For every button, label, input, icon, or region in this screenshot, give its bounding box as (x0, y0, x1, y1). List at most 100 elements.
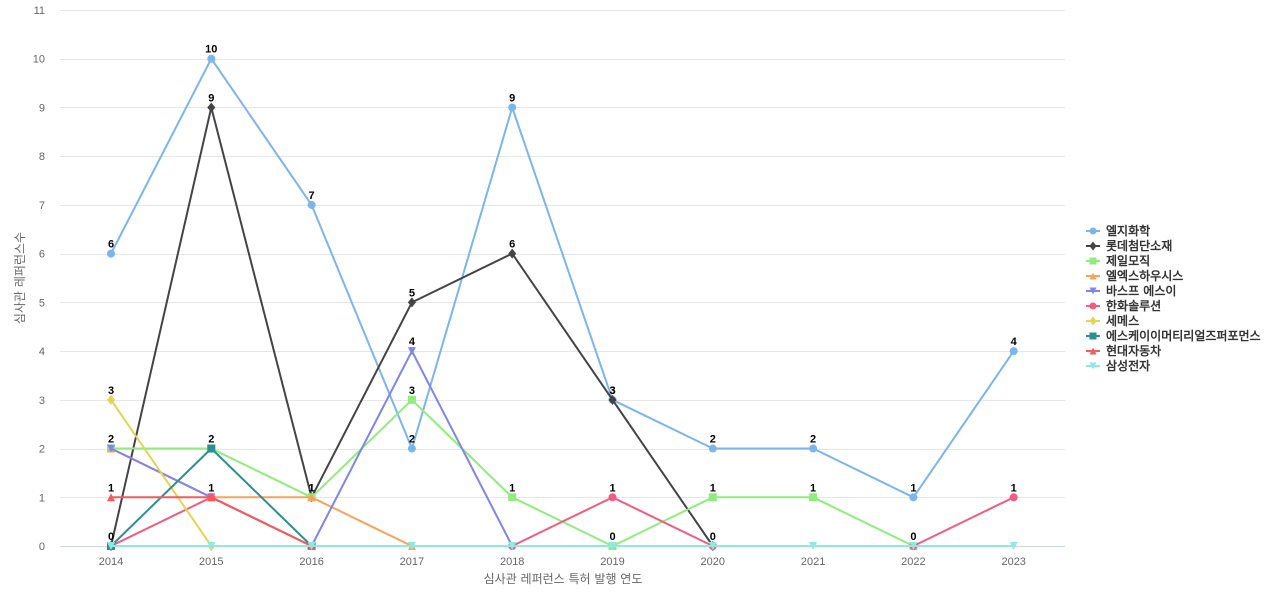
legend-item[interactable]: 현대자동차 (1086, 343, 1161, 358)
data-point (107, 394, 115, 405)
data-point (608, 542, 617, 550)
data-label: 6 (509, 239, 515, 251)
legend-item[interactable]: 삼성전자 (1086, 358, 1150, 373)
legend-item[interactable]: 엘지화학 (1086, 223, 1150, 238)
data-point (809, 493, 818, 502)
legend-item[interactable]: 엘엑스하우시스 (1086, 268, 1183, 283)
legend-item[interactable]: 세메스 (1086, 313, 1139, 328)
data-point (207, 102, 216, 113)
y-axis-title: 심사관 레퍼런스수 (13, 232, 27, 324)
x-tick-label: 2021 (801, 556, 825, 568)
data-point (809, 444, 818, 453)
y-tick-label: 1 (39, 492, 45, 504)
data-point (407, 297, 416, 308)
legend-item[interactable]: 에스케이이머티리얼즈퍼포먼스 (1086, 328, 1261, 343)
data-label: 9 (208, 92, 214, 104)
legend-marker (1089, 302, 1097, 310)
legend-marker (1089, 257, 1097, 265)
series-line (110, 57, 1015, 499)
data-label: 1 (910, 482, 916, 494)
data-label: 4 (1011, 336, 1018, 348)
data-point (909, 542, 918, 550)
legend-item[interactable]: 바스프 에스이 (1086, 283, 1176, 298)
series-line (111, 398, 914, 547)
data-label: 1 (509, 482, 515, 494)
data-point (708, 542, 717, 550)
legend-label: 에스케이이머티리얼즈퍼포먼스 (1106, 328, 1261, 343)
data-point (307, 542, 316, 550)
series-line (111, 496, 313, 547)
legend-label: 롯데첨단소재 (1106, 238, 1172, 253)
data-point (407, 395, 416, 404)
data-point (107, 249, 115, 258)
x-tick-label: 2023 (1001, 556, 1025, 568)
data-point (407, 542, 416, 550)
data-point (508, 248, 517, 259)
series-3 (107, 395, 918, 550)
series-10 (107, 542, 1018, 550)
series-1 (107, 54, 1018, 502)
y-tick-label: 3 (39, 395, 45, 407)
legend-item[interactable]: 한화솔루션 (1086, 298, 1161, 313)
x-tick-label: 2015 (199, 556, 223, 568)
y-tick-label: 7 (39, 200, 45, 212)
data-label: 6 (108, 239, 114, 251)
data-point (207, 542, 216, 550)
y-tick-label: 0 (39, 541, 45, 553)
data-point (107, 493, 115, 502)
data-point (207, 493, 216, 502)
data-label: 1 (309, 482, 315, 494)
y-tick-label: 10 (33, 54, 45, 66)
series-2 (107, 102, 717, 551)
legend-label: 세메스 (1106, 313, 1139, 328)
data-label: 3 (108, 385, 114, 397)
legend-item[interactable]: 롯데첨단소재 (1086, 238, 1172, 253)
legend-item[interactable]: 제일모직 (1086, 253, 1150, 268)
legend-marker (1089, 272, 1097, 280)
data-label: 2 (409, 434, 415, 446)
legend-marker (1089, 362, 1097, 370)
x-axis-title: 심사관 레퍼런스 특허 발행 연도 (484, 571, 643, 586)
data-point (307, 493, 316, 502)
data-point (508, 493, 517, 502)
y-axis-ticks: 0 1 2 3 4 5 6 7 8 9 10 11 (33, 5, 45, 553)
x-tick-label: 2019 (600, 556, 624, 568)
y-tick-label: 5 (39, 297, 45, 309)
series-group (107, 54, 1018, 551)
data-label: 7 (309, 190, 315, 202)
data-point (107, 444, 115, 453)
data-point (608, 493, 617, 502)
data-label: 2 (710, 434, 716, 446)
x-tick-label: 2020 (701, 556, 725, 568)
data-label: 3 (609, 385, 615, 397)
legend-marker (1089, 241, 1097, 251)
data-label: 4 (409, 336, 416, 348)
x-tick-label: 2014 (99, 556, 123, 568)
legend-label: 한화솔루션 (1106, 298, 1161, 313)
x-tick-label: 2017 (400, 556, 424, 568)
series-6 (107, 493, 1018, 550)
series-line (912, 496, 1015, 547)
legend-marker (1089, 287, 1097, 295)
legend-label: 현대자동차 (1106, 343, 1161, 358)
data-label: 1 (710, 482, 716, 494)
data-point (708, 493, 717, 502)
legend-label: 엘엑스하우시스 (1106, 268, 1183, 283)
data-label: 1 (810, 482, 816, 494)
data-label: 1 (609, 482, 615, 494)
data-point (708, 444, 717, 453)
series-7 (107, 394, 216, 551)
data-point (1009, 542, 1018, 550)
data-point (207, 444, 216, 453)
x-tick-label: 2016 (299, 556, 323, 568)
data-point (508, 542, 517, 550)
x-axis-ticks: 2014 2015 2016 2017 2018 2019 2020 2021 2022 2023 (99, 556, 1026, 568)
legend-label: 엘지화학 (1106, 223, 1150, 238)
legend-marker (1089, 316, 1097, 326)
data-label: 1 (309, 482, 315, 494)
y-tick-label: 6 (39, 249, 45, 261)
data-label: 1 (1011, 482, 1017, 494)
